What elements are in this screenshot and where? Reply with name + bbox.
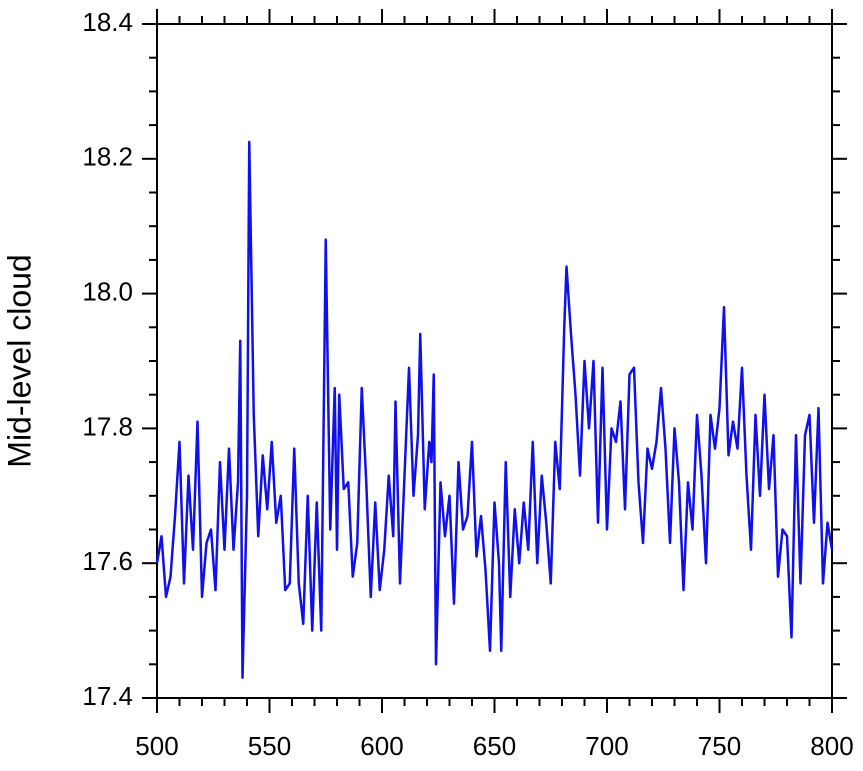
x-tick-label: 750 bbox=[698, 731, 741, 761]
x-tick-label: 600 bbox=[360, 731, 403, 761]
y-tick-label: 17.8 bbox=[82, 411, 133, 441]
plot-frame bbox=[156, 23, 833, 699]
data-line bbox=[155, 140, 834, 680]
x-tick-label: 650 bbox=[473, 731, 516, 761]
y-tick-label: 18.2 bbox=[82, 142, 133, 172]
y-axis-label: Mid-level cloud bbox=[1, 254, 37, 467]
y-tick-label: 17.4 bbox=[82, 681, 133, 711]
x-tick-label: 550 bbox=[248, 731, 291, 761]
x-tick-label: 500 bbox=[135, 731, 178, 761]
x-tick-label: 800 bbox=[810, 731, 853, 761]
x-tick-label: 700 bbox=[585, 731, 628, 761]
y-tick-label: 18.0 bbox=[82, 276, 133, 306]
y-tick-label: 17.6 bbox=[82, 546, 133, 576]
y-tick-label: 18.4 bbox=[82, 7, 133, 37]
